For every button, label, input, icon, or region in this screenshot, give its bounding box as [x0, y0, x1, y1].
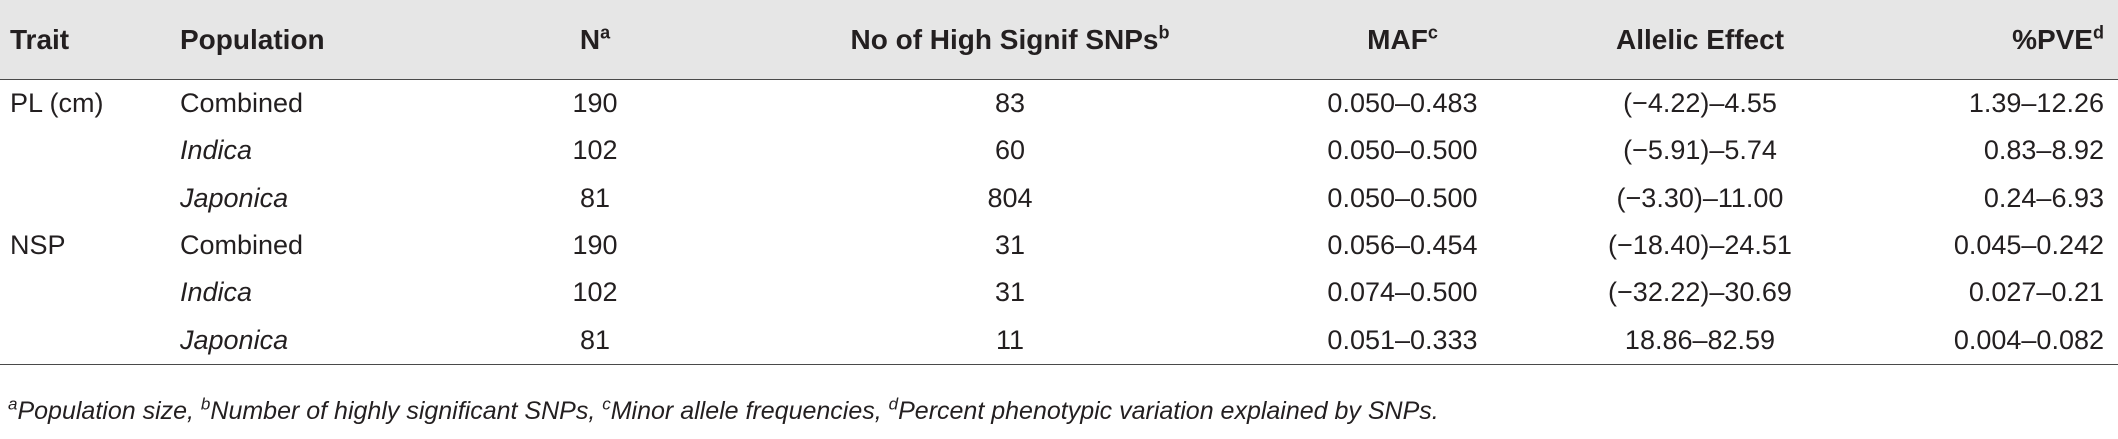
footnote-c-text: Minor allele frequencies, [610, 397, 889, 425]
cell-population: Indica [180, 277, 253, 308]
header-row: Trait Population Na No of High Signif SN… [0, 0, 2118, 80]
footnote-b-text: Number of highly significant SNPs, [210, 397, 603, 425]
cell-n: 102 [572, 277, 618, 308]
header-population: Population [180, 0, 440, 80]
cell-snps: 11 [750, 316, 1270, 365]
table-row: Japonica 81 11 0.051–0.333 18.86–82.59 0… [0, 316, 2118, 365]
cell-snps: 83 [994, 88, 1026, 119]
footnote-a-text: Population size, [17, 397, 201, 425]
cell-n: 190 [572, 230, 618, 261]
cell-trait: PL (cm) [10, 88, 104, 119]
footnote-marker-b: b [200, 394, 211, 414]
cell-maf: 0.050–0.500 [1327, 182, 1478, 213]
cell-pve: 0.83–8.92 [1983, 135, 2104, 166]
header-n: Na [440, 0, 750, 80]
cell-population: Indica [180, 135, 253, 166]
cell-trait [0, 316, 180, 365]
cell-trait [0, 127, 180, 174]
cell-population: Japonica [180, 316, 440, 365]
cell-snps: 31 [994, 230, 1026, 261]
cell-n: 190 [572, 88, 618, 119]
footnote-marker-a: a [8, 394, 18, 414]
cell-population: Combined [180, 230, 304, 261]
cell-population: Japonica [180, 182, 289, 213]
cell-pve: 0.027–0.21 [1968, 277, 2104, 308]
table-row: Japonica 81 804 0.050–0.500 (−3.30)–11.0… [0, 175, 2118, 222]
cell-trait [0, 175, 180, 222]
cell-allelic-effect: (−5.91)–5.74 [1623, 135, 1777, 166]
cell-n: 81 [579, 182, 611, 213]
cell-maf: 0.056–0.454 [1327, 230, 1478, 261]
header-allelic-effect: Allelic Effect [1535, 0, 1865, 80]
cell-snps: 804 [987, 182, 1033, 213]
footnote-marker-c: c [602, 394, 611, 414]
header-trait: Trait [0, 0, 180, 80]
table-row: PL (cm) Combined 190 83 0.050–0.483 (−4.… [0, 80, 2118, 128]
cell-population: Combined [180, 88, 304, 119]
cell-maf: 0.050–0.483 [1327, 88, 1478, 119]
cell-snps: 60 [994, 135, 1026, 166]
header-snps: No of High Signif SNPsb [750, 0, 1270, 80]
cell-pve: 0.004–0.082 [1865, 316, 2118, 365]
cell-allelic-effect: (−4.22)–4.55 [1623, 88, 1777, 119]
cell-snps: 31 [994, 277, 1026, 308]
table-row: Indica 102 60 0.050–0.500 (−5.91)–5.74 0… [0, 127, 2118, 174]
cell-pve: 1.39–12.26 [1968, 88, 2104, 119]
cell-pve: 0.045–0.242 [1953, 230, 2104, 261]
results-table: Trait Population Na No of High Signif SN… [0, 0, 2118, 365]
cell-n: 102 [572, 135, 618, 166]
table-footnote: aPopulation size, bNumber of highly sign… [8, 394, 1439, 426]
cell-allelic-effect: (−18.40)–24.51 [1608, 230, 1792, 261]
cell-allelic-effect: (−32.22)–30.69 [1608, 277, 1792, 308]
cell-trait: NSP [10, 230, 66, 261]
footnote-d-text: Percent phenotypic variation explained b… [898, 397, 1439, 425]
cell-maf: 0.074–0.500 [1327, 277, 1478, 308]
header-pve: %PVEd [1865, 0, 2118, 80]
footnote-marker-d: d [888, 394, 899, 414]
cell-trait [0, 269, 180, 316]
cell-maf: 0.050–0.500 [1327, 135, 1478, 166]
cell-n: 81 [440, 316, 750, 365]
cell-pve: 0.24–6.93 [1983, 182, 2104, 213]
cell-maf: 0.051–0.333 [1270, 316, 1535, 365]
cell-allelic-effect: 18.86–82.59 [1535, 316, 1865, 365]
table-row: Indica 102 31 0.074–0.500 (−32.22)–30.69… [0, 269, 2118, 316]
table-row: NSP Combined 190 31 0.056–0.454 (−18.40)… [0, 222, 2118, 269]
header-maf: MAFc [1270, 0, 1535, 80]
cell-allelic-effect: (−3.30)–11.00 [1616, 182, 1784, 213]
